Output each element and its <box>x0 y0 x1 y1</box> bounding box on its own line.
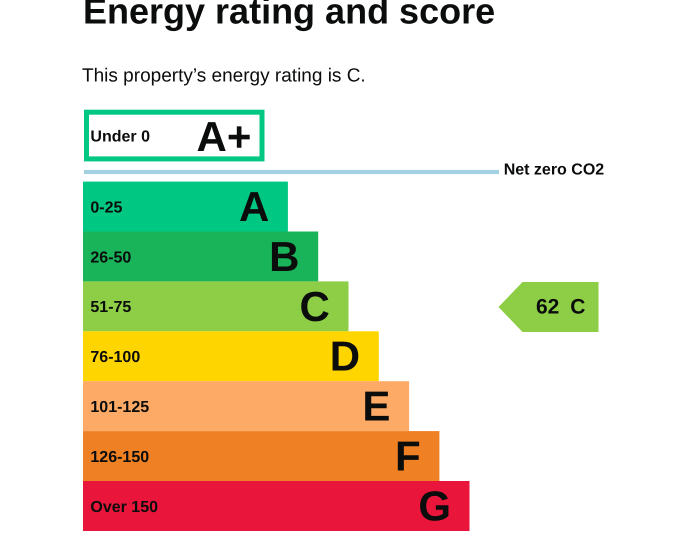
svg-text:D: D <box>330 333 360 380</box>
svg-text:Over 150: Over 150 <box>90 499 158 516</box>
svg-text:G: G <box>418 483 451 530</box>
svg-text:26-50: 26-50 <box>90 249 131 266</box>
svg-text:Under 0: Under 0 <box>90 129 150 146</box>
svg-text:A: A <box>239 183 269 230</box>
svg-text:A+: A+ <box>197 113 252 160</box>
svg-text:E: E <box>362 383 390 430</box>
svg-text:76-100: 76-100 <box>90 349 140 366</box>
svg-text:Net zero CO2: Net zero CO2 <box>504 162 605 179</box>
svg-text:C: C <box>570 296 585 319</box>
svg-text:This property’s energy rating: This property’s energy rating is C. <box>82 65 366 86</box>
svg-text:Energy rating and score: Energy rating and score <box>83 0 495 31</box>
svg-text:C: C <box>299 283 329 330</box>
svg-text:51-75: 51-75 <box>90 299 131 316</box>
svg-text:F: F <box>395 433 421 480</box>
svg-text:101-125: 101-125 <box>90 399 149 416</box>
svg-text:0-25: 0-25 <box>90 199 122 216</box>
svg-text:B: B <box>269 233 299 280</box>
svg-text:126-150: 126-150 <box>90 449 149 466</box>
svg-text:62: 62 <box>536 296 559 319</box>
